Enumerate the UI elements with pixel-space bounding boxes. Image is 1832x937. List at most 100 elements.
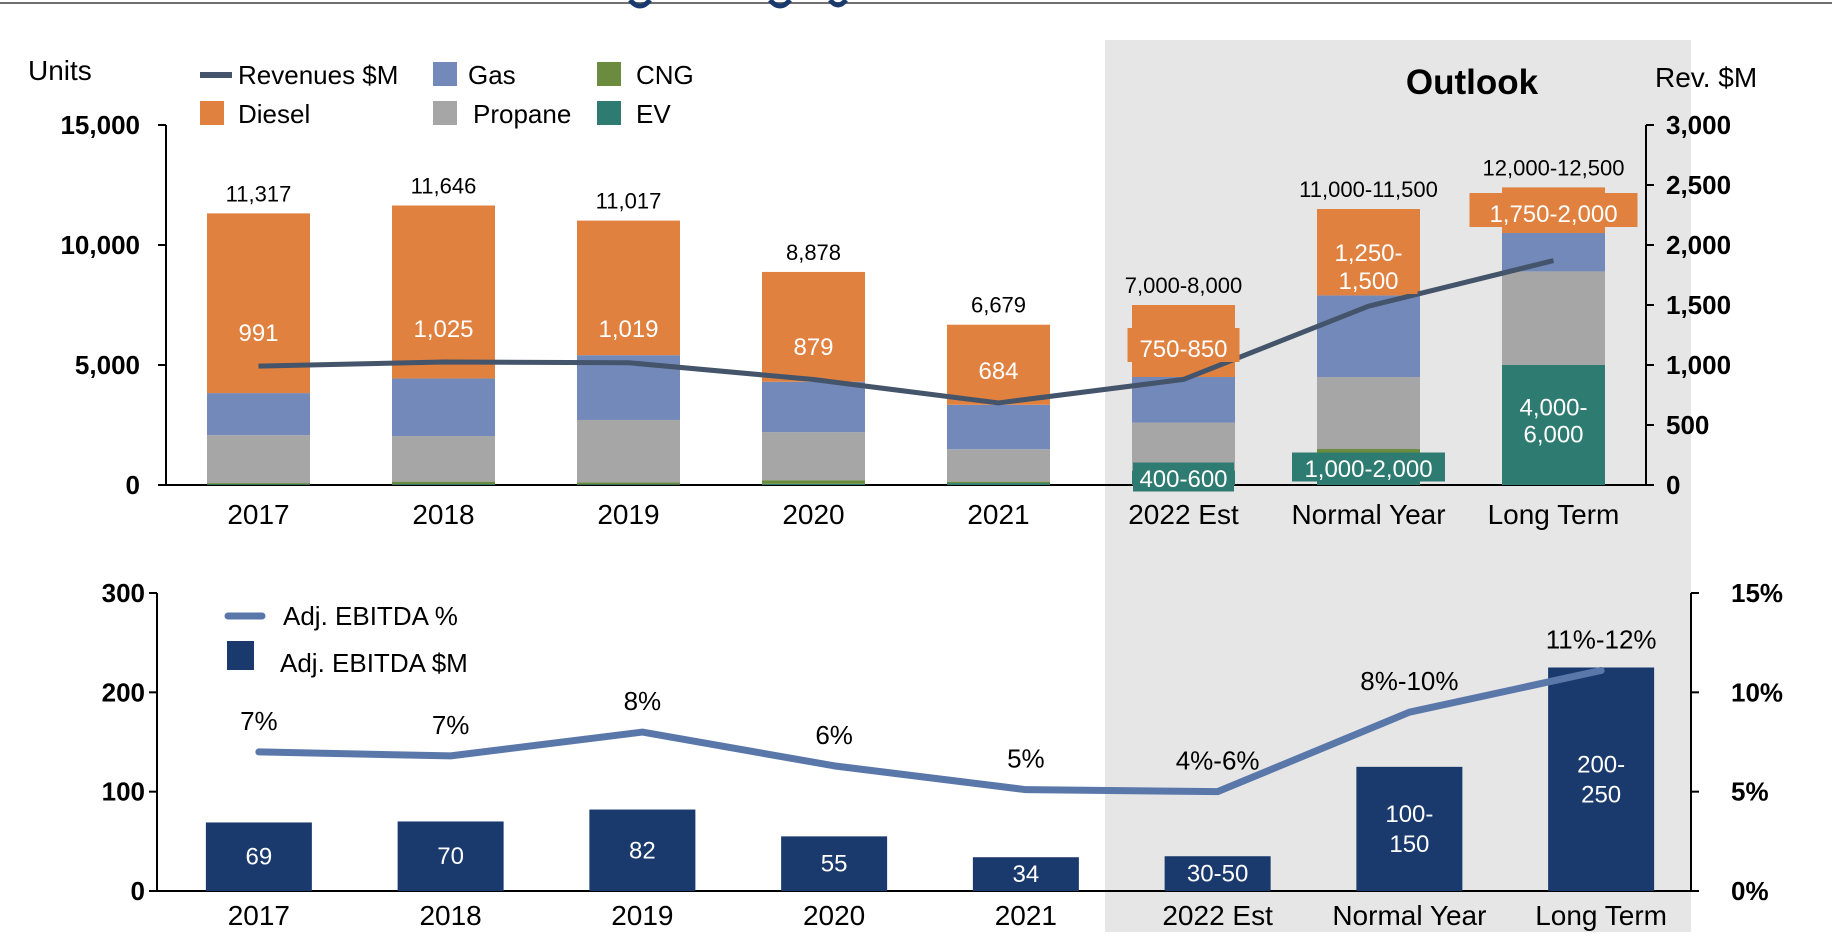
bar-diesel-segment <box>762 271 865 382</box>
bar-propane-segment <box>577 419 680 483</box>
ebitda-bar-label: 200-250 <box>1577 751 1625 808</box>
ebitda-legend: Adj. EBITDA % Adj. EBITDA $M <box>224 601 468 678</box>
units-legend: Revenues $M Gas CNG Diesel Propane EV <box>200 60 694 129</box>
ebitda-bar <box>205 822 312 891</box>
ebitda-category-label: 2021 <box>995 900 1057 931</box>
units-tick-label: 15,000 <box>60 110 140 140</box>
ev-value-label: 400-600 <box>1139 466 1227 493</box>
revenue-value-label: 1,750-2,000 <box>1489 201 1617 228</box>
bar-gas-segment <box>762 381 865 433</box>
ebitda-usd-tick-label: 300 <box>102 578 145 608</box>
legend-diesel-swatch <box>200 101 224 125</box>
revenue-value-label: 1,019 <box>598 316 658 343</box>
ebitda-bar-label: 30-50 <box>1187 861 1248 888</box>
revenue-value-label: 684 <box>978 358 1018 385</box>
category-label: 2019 <box>597 499 659 530</box>
ebitda-pct-label: 8% <box>624 686 662 716</box>
ev-value-label: 4,000-6,000 <box>1519 395 1587 449</box>
ebitda-bar-label: 82 <box>629 837 656 864</box>
ebitda-pct-tick-label: 0% <box>1731 876 1769 906</box>
bar-total-label: 11,000-11,500 <box>1299 177 1438 202</box>
ebitda-pct-label: 7% <box>240 706 278 736</box>
legend-ebitda-pct: Adj. EBITDA % <box>283 601 458 631</box>
revenue-label-box <box>1319 232 1418 294</box>
legend-ebitda-usd: Adj. EBITDA $M <box>280 648 468 678</box>
legend-revenues: Revenues $M <box>238 60 398 90</box>
ebitda-pct-label: 7% <box>432 710 470 740</box>
bar-cng-segment <box>577 482 680 485</box>
bar-cng-segment <box>392 481 495 485</box>
ebitda-chart: 300 200 100 0 15% 10% 5% 0% 69 2017 70 2018 82 2019 55… <box>102 578 1783 931</box>
ebitda-bar-label: 55 <box>821 851 848 878</box>
revenue-tick-label: 3,000 <box>1666 110 1731 140</box>
ebitda-bar <box>781 836 888 891</box>
bar-ev-segment <box>1317 480 1420 485</box>
revenue-value-label: 750-850 <box>1139 336 1227 363</box>
revenue-tick-label: 2,000 <box>1666 230 1731 260</box>
ebitda-bar-label: 69 <box>246 844 273 871</box>
bar-ev-segment <box>577 484 680 485</box>
ebitda-pct-line <box>255 666 1605 796</box>
ebitda-pct-label: 4%-6% <box>1176 746 1260 776</box>
bar-gas-segment <box>392 378 495 437</box>
revenue-tick-label: 2,500 <box>1666 170 1731 200</box>
bar-diesel-segment <box>392 205 495 379</box>
ebitda-bar-label: 70 <box>437 843 464 870</box>
category-label: 2020 <box>782 499 844 530</box>
ebitda-bar <box>1356 766 1463 891</box>
legend-cng: CNG <box>636 60 694 90</box>
bar-diesel-segment <box>577 220 680 356</box>
ev-label-box <box>1133 462 1234 492</box>
ev-label-box <box>1509 391 1598 447</box>
ebitda-usd-tick-label: 0 <box>131 876 145 906</box>
legend-ev: EV <box>636 99 671 129</box>
ebitda-usd-tick-label: 100 <box>102 777 145 807</box>
ebitda-category-label: 2018 <box>419 900 481 931</box>
ebitda-bar-label: 34 <box>1013 861 1040 888</box>
revenue-line <box>258 258 1555 406</box>
ebitda-pct-label: 5% <box>1007 744 1045 774</box>
bar-propane-segment <box>1317 377 1420 449</box>
units-revenue-chart: 15,000 10,000 5,000 0 3,000 2,500 2,000 1,500 1,… <box>60 110 1731 530</box>
bar-cng-segment <box>207 483 310 485</box>
bar-total-label: 11,646 <box>411 173 477 198</box>
bar-ev-segment <box>762 483 865 485</box>
bar-diesel-segment <box>947 324 1050 405</box>
category-label: 2021 <box>967 499 1029 530</box>
bar-ev-segment <box>947 483 1050 485</box>
bar-propane-segment <box>947 449 1050 482</box>
units-tick-label: 5,000 <box>75 350 140 380</box>
category-label: 2018 <box>412 499 474 530</box>
bar-total-label: 11,317 <box>226 181 292 206</box>
bar-cng-segment <box>762 480 865 484</box>
ebitda-bar <box>397 821 504 891</box>
ebitda-bar <box>1164 856 1271 891</box>
ebitda-pct-tick-label: 15% <box>1731 578 1783 608</box>
ebitda-bar-label: 100-150 <box>1385 801 1433 858</box>
ebitda-category-label: 2019 <box>611 900 673 931</box>
ebitda-pct-tick-label: 10% <box>1731 677 1783 707</box>
revenue-tick-label: 500 <box>1666 410 1709 440</box>
bar-propane-segment <box>1502 271 1605 365</box>
cropped-title-fragment <box>628 0 848 9</box>
legend-cng-swatch <box>597 62 621 86</box>
category-label: Long Term <box>1488 499 1620 530</box>
ebitda-bar <box>972 857 1079 891</box>
left-axis-unit: Units <box>28 55 92 86</box>
bar-total-label: 6,679 <box>971 293 1026 318</box>
ebitda-category-label: Long Term <box>1535 900 1667 931</box>
ebitda-category-label: 2017 <box>228 900 290 931</box>
legend-diesel: Diesel <box>238 99 310 129</box>
revenue-value-label: 991 <box>238 320 278 347</box>
bar-total-label: 11,017 <box>596 189 662 214</box>
legend-gas-swatch <box>433 62 457 86</box>
units-tick-label: 10,000 <box>60 230 140 260</box>
revenue-label-box <box>1469 193 1638 227</box>
legend-gas: Gas <box>468 60 516 90</box>
ev-value-label: 1,000-2,000 <box>1304 456 1432 483</box>
ebitda-usd-tick-label: 200 <box>102 677 145 707</box>
bar-ev-segment <box>392 484 495 485</box>
bar-gas-segment <box>947 404 1050 450</box>
ebitda-category-label: 2020 <box>803 900 865 931</box>
